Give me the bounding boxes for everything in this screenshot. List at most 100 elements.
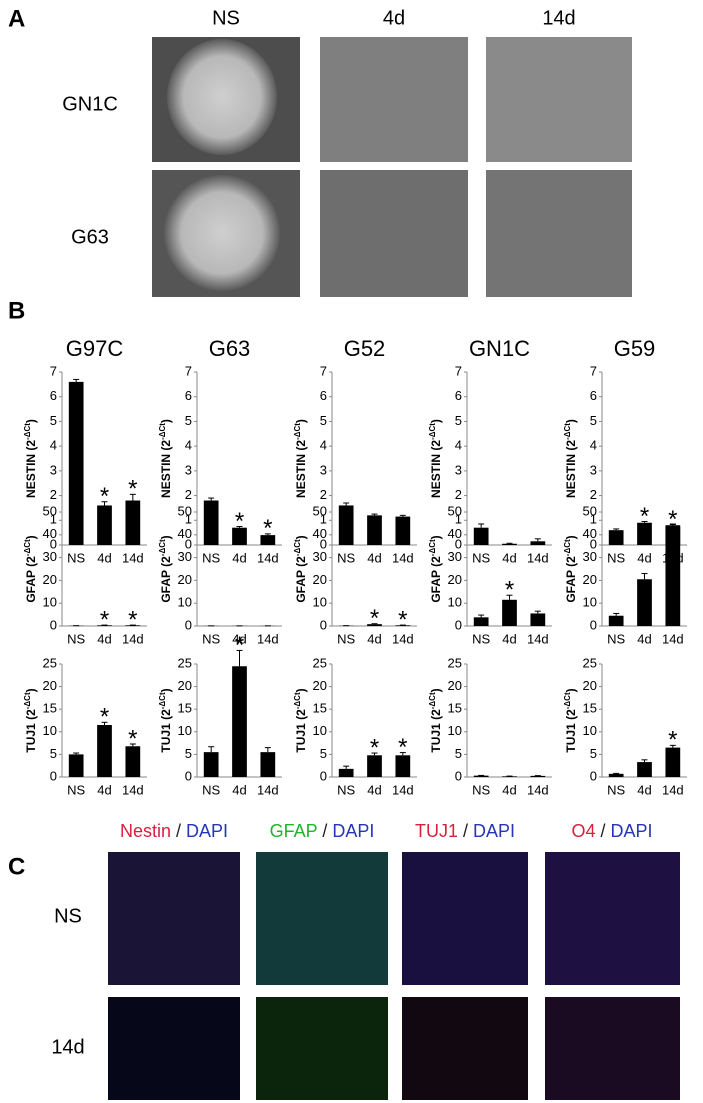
y-label-part: TUJ1 (2 xyxy=(429,709,443,753)
y-tick-label: 5 xyxy=(590,746,597,761)
image xyxy=(545,852,680,985)
significance-marker: * xyxy=(128,725,137,752)
x-tick-label: NS xyxy=(67,550,85,565)
column-label: NS xyxy=(212,7,240,29)
y-tick-label: 3 xyxy=(590,462,597,477)
bar xyxy=(665,526,681,626)
image xyxy=(486,170,632,297)
y-tick-label: 0 xyxy=(320,617,327,632)
chart-title: G63 xyxy=(209,336,251,361)
y-label-part: -ΔCt xyxy=(293,423,302,440)
x-tick-label: 14d xyxy=(122,550,144,565)
chart-title: G97C xyxy=(66,336,124,361)
label-part: DAPI xyxy=(473,821,515,841)
y-tick-label: 40 xyxy=(43,526,57,541)
x-tick-label: 14d xyxy=(392,550,414,565)
y-axis-label: NESTIN (2-ΔCt) xyxy=(293,419,309,498)
x-tick-label: NS xyxy=(202,782,220,797)
y-tick-label: 1 xyxy=(320,512,327,527)
y-tick-label: 5 xyxy=(590,413,597,428)
y-tick-label: 10 xyxy=(448,723,462,738)
label-part: / xyxy=(600,821,605,841)
x-tick-label: NS xyxy=(607,550,625,565)
y-axis-label: GFAP (2-ΔCt) xyxy=(293,535,309,602)
x-tick-label: NS xyxy=(472,550,490,565)
y-label-part: ) xyxy=(429,535,443,539)
image-detail xyxy=(167,39,277,155)
y-tick-label: 25 xyxy=(178,655,192,670)
x-tick-label: 14d xyxy=(662,782,684,797)
image xyxy=(108,997,240,1100)
significance-marker: * xyxy=(235,508,244,535)
significance-marker: * xyxy=(370,605,379,632)
y-label-part: -ΔCt xyxy=(563,692,572,709)
bar xyxy=(608,773,624,777)
bar xyxy=(97,505,112,545)
y-tick-label: 0 xyxy=(455,768,462,783)
y-label-part: TUJ1 (2 xyxy=(24,709,38,753)
significance-marker: * xyxy=(100,704,109,731)
y-label-part: GFAP (2 xyxy=(429,556,443,603)
y-tick-label: 50 xyxy=(448,503,462,518)
bar xyxy=(367,755,382,777)
bar xyxy=(68,754,84,777)
y-tick-label: 5 xyxy=(185,746,192,761)
y-axis-label: NESTIN (2-ΔCt) xyxy=(563,419,579,498)
bar xyxy=(367,515,382,545)
y-label-part: ) xyxy=(564,688,578,692)
bar xyxy=(608,530,624,545)
y-tick-label: 30 xyxy=(178,549,192,564)
y-label-part: -ΔCt xyxy=(23,539,32,556)
label-part: TUJ1 xyxy=(415,821,458,841)
y-tick-label: 20 xyxy=(448,572,462,587)
x-tick-label: 14d xyxy=(122,631,144,646)
bar xyxy=(203,752,219,777)
bar xyxy=(203,500,219,545)
bar xyxy=(637,522,652,545)
significance-marker: * xyxy=(370,734,379,761)
y-tick-label: 1 xyxy=(590,512,597,527)
x-tick-label: NS xyxy=(202,631,220,646)
panel-label: A xyxy=(8,5,25,32)
y-tick-label: 5 xyxy=(50,413,57,428)
y-tick-label: 2 xyxy=(320,487,327,502)
y-axis-label: GFAP (2-ΔCt) xyxy=(158,535,174,602)
y-tick-label: 10 xyxy=(178,723,192,738)
y-label-part: -ΔCt xyxy=(158,423,167,440)
x-tick-label: 4d xyxy=(97,631,111,646)
y-tick-label: 3 xyxy=(320,462,327,477)
significance-marker: * xyxy=(100,483,109,510)
x-tick-label: 14d xyxy=(662,631,684,646)
y-tick-label: 20 xyxy=(43,678,57,693)
bar xyxy=(367,624,382,626)
y-tick-label: 20 xyxy=(178,572,192,587)
label-part: / xyxy=(176,821,181,841)
image xyxy=(256,997,388,1100)
y-tick-label: 15 xyxy=(313,701,327,716)
x-tick-label: NS xyxy=(202,550,220,565)
y-tick-label: 2 xyxy=(50,487,57,502)
x-tick-label: 14d xyxy=(257,782,279,797)
y-tick-label: 1 xyxy=(455,512,462,527)
y-label-part: -ΔCt xyxy=(158,539,167,556)
y-tick-label: 0 xyxy=(185,536,192,551)
y-axis-label: TUJ1 (2-ΔCt) xyxy=(23,688,39,752)
column-label: O4 / DAPI xyxy=(571,821,652,841)
bar xyxy=(608,615,624,626)
y-tick-label: 0 xyxy=(455,617,462,632)
x-tick-label: NS xyxy=(472,631,490,646)
label-part: / xyxy=(322,821,327,841)
y-label-part: -ΔCt xyxy=(293,692,302,709)
y-tick-label: 10 xyxy=(313,723,327,738)
y-tick-label: 7 xyxy=(455,363,462,378)
y-tick-label: 50 xyxy=(583,503,597,518)
label-part: / xyxy=(463,821,468,841)
y-label-part: TUJ1 (2 xyxy=(294,709,308,753)
y-axis-label: GFAP (2-ΔCt) xyxy=(563,535,579,602)
label-part: Nestin xyxy=(120,821,171,841)
y-label-part: -ΔCt xyxy=(23,423,32,440)
y-label-part: NESTIN (2 xyxy=(564,440,578,498)
x-tick-label: 4d xyxy=(97,550,111,565)
x-tick-label: NS xyxy=(337,631,355,646)
y-tick-label: 0 xyxy=(320,768,327,783)
